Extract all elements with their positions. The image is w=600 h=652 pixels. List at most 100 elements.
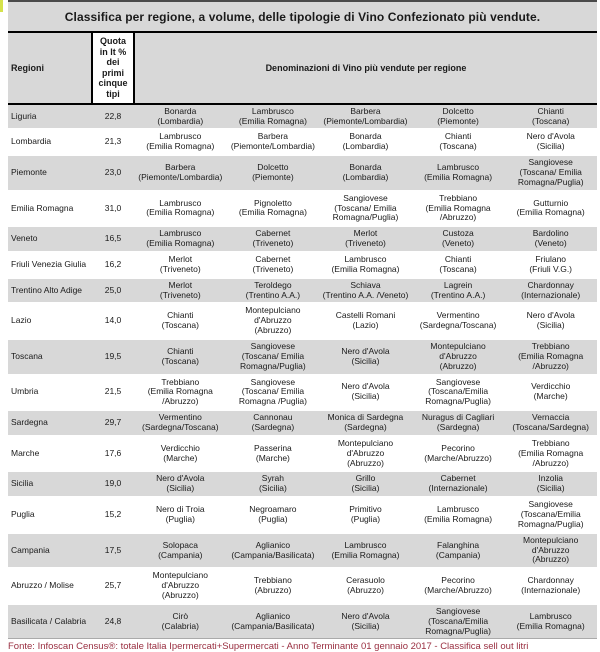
region-name: Toscana [11, 350, 43, 361]
wine-cell: Pecorino (Marche/Abruzzo) [412, 568, 505, 604]
wine-cell: Verdicchio (Marche) [134, 436, 227, 472]
wine-name: Lambrusco [159, 197, 202, 208]
wine-name: Barbera [257, 131, 289, 142]
wine-name: Nero d'Avola [341, 345, 390, 356]
wine-origin: (Sicilia) [536, 483, 565, 494]
region-name: Abruzzo / Molise [11, 580, 74, 591]
quota-value: 17,6 [104, 447, 122, 458]
wine-origin: (Toscana) [161, 355, 199, 366]
wine-origin: (Triveneto) [252, 263, 294, 274]
wine-cell: Nuragus di Cagliari (Sardegna) [412, 410, 505, 436]
wine-origin: (Piemonte) [437, 115, 479, 126]
region-name: Piemonte [11, 166, 47, 177]
wine-origin: (Trentino A.A.) [245, 289, 301, 300]
wine-cell: Trebbiano (Emilia Romagna /Abruzzo) [134, 375, 227, 411]
wine-origin: (Sardegna) [436, 422, 480, 432]
wine-name: Cabernet [255, 228, 291, 239]
wine-name: Dolcetto [442, 105, 474, 116]
wine-origin: (Piemonte/Lombardia) [323, 115, 408, 126]
wine-cell: Chianti (Toscana) [134, 303, 227, 339]
wine-cell: Lagrein (Trentino A.A.) [412, 278, 505, 304]
wine-cell: Sangiovese (Toscana/ Emilia Romagna/Pugli… [504, 155, 597, 191]
wine-cell: Schiava (Trentino A.A. /Veneto) [319, 278, 412, 304]
table-row: Veneto 16,5 Lambrusco (Emilia Romagna) Caber… [8, 226, 597, 252]
quota-value: 16,2 [104, 258, 122, 269]
wine-origin: (Sicilia) [166, 483, 195, 494]
wine-cell: Friulano (Friuli V.G.) [504, 252, 597, 278]
wine-origin: (Toscana/ Emilia Romagna /Puglia) [238, 386, 307, 407]
wine-cell: Vernaccia (Toscana/Sardegna) [504, 410, 597, 436]
quota-value: 15,2 [104, 509, 122, 520]
table-row: Basilicata / Calabria 24,8 Cirò (Calabria) A… [8, 603, 597, 639]
wine-cell: Montepulciano d'Abruzzo (Abruzzo) [227, 303, 320, 339]
wine-origin: (Sicilia) [351, 355, 380, 366]
wine-cell: Sangiovese (Toscana/ Emilia Romagna/Pugli… [319, 191, 412, 227]
wine-cell: Cabernet (Triveneto) [227, 252, 320, 278]
wine-name: Cirò [172, 610, 189, 621]
wine-origin: (Calabria) [161, 620, 199, 631]
wine-ranking-table-container: Classifica per regione, a volume, delle … [8, 0, 597, 652]
wine-origin: (Triveneto) [252, 238, 294, 249]
wine-name: Lambrusco [344, 253, 387, 264]
wine-cell: Chianti (Toscana) [412, 129, 505, 155]
wine-ranking-table: Regioni Quota in lt % dei primi cinque t… [8, 33, 597, 640]
wine-cell: Sangiovese (Toscana/ Emilia Romagna/Pugli… [227, 339, 320, 375]
wine-name: Nero d'Avola [341, 610, 390, 621]
wine-cell: Lambrusco (Emilia Romagna) [134, 191, 227, 227]
wine-name: Cabernet [440, 473, 476, 484]
wine-origin: (Campania/Basilicata) [231, 620, 315, 631]
wine-cell: Nero d'Avola (Sicilia) [504, 303, 597, 339]
wine-cell: Lambrusco (Emilia Romagna) [412, 155, 505, 191]
wine-cell: Chianti (Toscana) [504, 104, 597, 130]
wine-cell: Cerasuolo (Abruzzo) [319, 568, 412, 604]
region-name: Basilicata / Calabria [11, 615, 87, 626]
wine-name: Falanghina [437, 539, 480, 550]
wine-name: Friulano [535, 253, 567, 264]
wine-name: Solopaca [162, 539, 199, 550]
table-row: Sicilia 19,0 Nero d'Avola (Sicilia) Syrah (Si… [8, 471, 597, 498]
wine-origin: (Toscana) [532, 115, 570, 126]
wine-cell: Bonarda (Lombardia) [134, 104, 227, 130]
wine-origin: (Piemonte/Lombardia) [230, 141, 315, 152]
wine-origin: (Emilia Romagna) [238, 115, 307, 126]
wine-cell: Sangiovese (Toscana/Emilia Romagna/Puglia… [412, 604, 505, 639]
wine-origin: (Toscana/ Emilia Romagna/Puglia) [332, 202, 399, 223]
wine-cell: Inzolia (Sicilia) [504, 471, 597, 497]
wine-name: Chianti [444, 131, 472, 142]
quota-value: 22,8 [104, 110, 122, 121]
wine-origin: (Lazio) [352, 320, 379, 331]
wine-name: Sangiovese [528, 157, 573, 168]
wine-cell: Lambrusco (Emilia Romagna) [319, 252, 412, 278]
wine-origin: (Emilia Romagna) [238, 207, 307, 218]
column-header-wines: Denominazioni di Vino più vendute per re… [134, 33, 597, 105]
wine-cell: Barbera (Piemonte/Lombardia) [134, 155, 227, 191]
wine-cell: Negroamaro (Puglia) [227, 497, 320, 533]
wine-origin: (Internazionale) [428, 483, 488, 494]
wine-name: Grillo [355, 473, 376, 484]
wine-name: Nuragus di Cagliari [421, 412, 495, 423]
wine-origin: (Toscana/Emilia Romagna/Puglia) [517, 509, 584, 529]
wine-name: Merlot [168, 279, 193, 290]
table-row: Lazio 14,0 Chianti (Toscana) Montepulciano d… [8, 303, 597, 339]
wine-origin: (Marche) [163, 452, 198, 463]
wine-origin: (Puglia) [258, 513, 288, 524]
wine-name: Chianti [167, 310, 194, 321]
region-name: Emilia Romagna [11, 202, 74, 213]
wine-cell: Nero d'Avola (Sicilia) [504, 129, 597, 155]
wine-origin: (Triveneto) [159, 289, 201, 300]
wine-origin: (Marche) [255, 452, 290, 463]
table-row: Puglia 15,2 Nero di Troia (Puglia) Negroamar… [8, 497, 597, 533]
wine-name: Primitivo [349, 504, 382, 515]
wine-cell: Montepulciano d'Abruzzo (Abruzzo) [319, 436, 412, 472]
wine-origin: (Toscana/Emilia Romagna/Puglia) [425, 386, 491, 407]
wine-origin: (Emilia Romagna /Abruzzo) [518, 350, 584, 371]
wine-name: Sangiovese [435, 376, 481, 387]
table-row: Campania 17,5 Solopaca (Campania) Aglianico(… [8, 532, 597, 569]
wine-name: Vermentino [436, 310, 480, 321]
wine-cell: Merlot (Triveneto) [134, 252, 227, 278]
wine-cell: Lambrusco (Emilia Romagna) [134, 129, 227, 155]
wine-name: Monica di Sardegna [327, 412, 404, 423]
wine-origin: (Triveneto) [345, 238, 386, 249]
table-row: Friuli Venezia Giulia 16,2 Merlot (Trivenet… [8, 251, 597, 278]
wine-origin: (Toscana/Sardegna) [512, 422, 589, 432]
